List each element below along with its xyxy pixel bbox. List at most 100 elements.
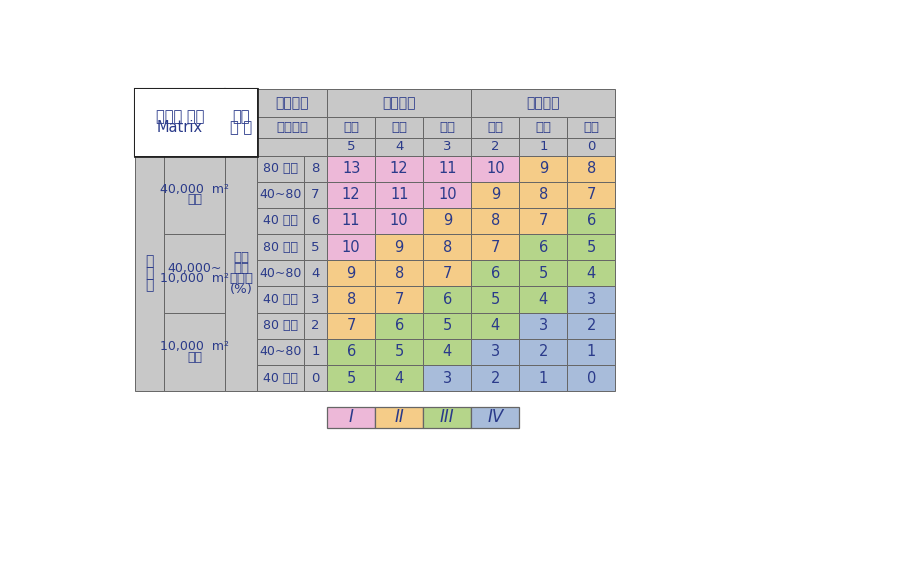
Text: 8: 8: [491, 214, 500, 228]
Bar: [304, 208, 327, 234]
Text: 2: 2: [539, 344, 548, 359]
Text: 6: 6: [443, 292, 452, 307]
Text: 10,000  m²: 10,000 m²: [160, 340, 229, 353]
Text: 7: 7: [443, 266, 452, 281]
Text: 13: 13: [342, 161, 361, 176]
Text: 인공호소: 인공호소: [526, 96, 560, 110]
Text: 40~80: 40~80: [259, 345, 302, 359]
Text: 10: 10: [486, 161, 505, 176]
Text: 5: 5: [539, 266, 548, 281]
Text: 2: 2: [587, 318, 596, 333]
Bar: [304, 287, 327, 312]
Text: 7: 7: [346, 318, 356, 333]
Bar: [257, 117, 327, 138]
Text: 5: 5: [395, 344, 404, 359]
Text: 6: 6: [539, 240, 548, 255]
Bar: [423, 182, 471, 208]
Bar: [471, 234, 519, 260]
Text: 40~80: 40~80: [259, 188, 302, 202]
Bar: [519, 117, 567, 138]
Text: I: I: [349, 408, 353, 427]
Bar: [423, 260, 471, 287]
Text: 0: 0: [312, 372, 320, 384]
Text: 수: 수: [146, 254, 154, 268]
Bar: [567, 365, 615, 391]
Bar: [423, 287, 471, 312]
Bar: [375, 208, 423, 234]
Bar: [423, 339, 471, 365]
Bar: [327, 89, 471, 117]
Text: 11: 11: [390, 187, 409, 202]
Text: 6: 6: [491, 266, 500, 281]
Text: 12: 12: [342, 187, 361, 202]
Text: 7: 7: [491, 240, 500, 255]
Bar: [471, 182, 519, 208]
Bar: [257, 208, 304, 234]
Bar: [135, 89, 225, 155]
Bar: [225, 155, 257, 391]
Text: 10,000  m²: 10,000 m²: [160, 272, 229, 285]
Text: 9: 9: [347, 266, 356, 281]
Text: 이상: 이상: [188, 194, 202, 207]
Text: 10: 10: [438, 187, 457, 202]
Bar: [471, 89, 615, 117]
Bar: [423, 407, 471, 428]
Bar: [257, 138, 327, 155]
Text: 10: 10: [390, 214, 409, 228]
Bar: [567, 117, 615, 138]
Text: 2: 2: [491, 371, 500, 385]
Bar: [257, 339, 304, 365]
Bar: [304, 155, 327, 182]
Text: 6: 6: [587, 214, 596, 228]
Text: 3: 3: [539, 318, 548, 333]
Bar: [567, 155, 615, 182]
Text: 5: 5: [347, 140, 355, 153]
Text: 6: 6: [347, 344, 356, 359]
Text: 10: 10: [342, 240, 361, 255]
Bar: [327, 312, 375, 339]
Text: 8: 8: [539, 187, 548, 202]
Bar: [257, 89, 327, 117]
Bar: [375, 138, 423, 155]
Text: 4: 4: [395, 371, 404, 385]
Bar: [423, 312, 471, 339]
Text: 면: 면: [146, 266, 154, 280]
Bar: [471, 208, 519, 234]
Bar: [327, 155, 375, 182]
Text: 40,000  m²: 40,000 m²: [160, 183, 229, 196]
Bar: [375, 339, 423, 365]
Bar: [567, 339, 615, 365]
Bar: [257, 260, 304, 287]
Text: 서식처 평가: 서식처 평가: [156, 108, 204, 124]
Bar: [471, 155, 519, 182]
Text: 5: 5: [443, 318, 452, 333]
Bar: [304, 339, 327, 365]
Text: 5: 5: [347, 371, 356, 385]
Text: 4: 4: [312, 267, 320, 280]
Bar: [304, 365, 327, 391]
Text: 4: 4: [443, 344, 452, 359]
Text: 7: 7: [587, 187, 596, 202]
Text: 40,000~: 40,000~: [168, 262, 222, 275]
Bar: [519, 155, 567, 182]
Text: 없음: 없음: [343, 121, 359, 134]
Text: 2: 2: [312, 319, 320, 332]
Text: 4: 4: [395, 140, 403, 153]
Bar: [471, 260, 519, 287]
Bar: [471, 407, 519, 428]
Text: 8: 8: [347, 292, 356, 307]
Text: 8: 8: [587, 161, 596, 176]
Bar: [327, 234, 375, 260]
Text: 2: 2: [491, 140, 499, 153]
Text: 4: 4: [491, 318, 500, 333]
Text: 7: 7: [312, 188, 320, 202]
Text: 1: 1: [312, 345, 320, 359]
Bar: [471, 138, 519, 155]
Text: 7: 7: [539, 214, 548, 228]
Bar: [164, 312, 225, 391]
Bar: [471, 117, 519, 138]
Bar: [164, 234, 225, 312]
Bar: [327, 287, 375, 312]
Text: 4: 4: [539, 292, 548, 307]
Text: 적극: 적극: [439, 121, 456, 134]
